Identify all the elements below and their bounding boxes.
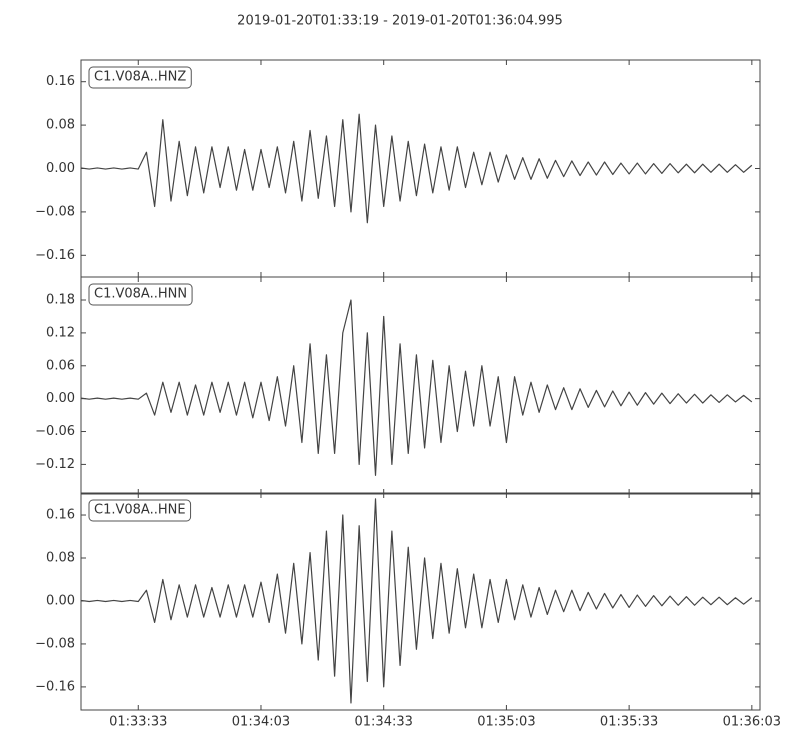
y-tick-label: 0.12 — [46, 325, 75, 340]
waveform — [81, 113, 753, 224]
y-tick-label: 0.18 — [46, 293, 75, 308]
y-tick-label: 0.16 — [46, 508, 75, 523]
trace-label: C1.V08A..HNE — [94, 503, 186, 518]
x-tick-label: 01:34:03 — [232, 715, 290, 730]
y-tick-label: −0.08 — [35, 204, 75, 219]
y-tick-label: 0.08 — [46, 550, 75, 565]
y-tick-label: −0.16 — [35, 248, 75, 263]
x-tick-label: 01:34:33 — [355, 715, 413, 730]
x-tick-label: 01:35:03 — [477, 715, 535, 730]
y-tick-label: 0.06 — [46, 358, 75, 373]
x-tick-label: 01:35:33 — [600, 715, 658, 730]
chart-title: 2019-01-20T01:33:19 - 2019-01-20T01:36:0… — [237, 14, 563, 29]
panel-frame — [80, 276, 761, 495]
y-tick-label: −0.06 — [35, 424, 75, 439]
waveform — [81, 299, 753, 476]
y-tick-label: −0.12 — [35, 457, 75, 472]
x-tick-label: 01:33:33 — [109, 715, 167, 730]
y-tick-label: 0.00 — [46, 391, 75, 406]
x-tick-label: 01:36:03 — [723, 715, 781, 730]
y-tick-label: −0.16 — [35, 679, 75, 694]
y-tick-label: 0.00 — [46, 161, 75, 176]
trace-label-box — [88, 283, 193, 306]
trace-label-box — [88, 66, 192, 89]
y-tick-label: 0.16 — [46, 74, 75, 89]
y-tick-label: 0.00 — [46, 593, 75, 608]
y-tick-label: 0.08 — [46, 118, 75, 133]
trace-label-box — [88, 499, 192, 522]
trace-label: C1.V08A..HNZ — [94, 70, 186, 85]
trace-label: C1.V08A..HNN — [94, 287, 187, 302]
y-tick-label: −0.08 — [35, 636, 75, 651]
panel-frame — [80, 492, 761, 711]
waveform — [81, 498, 753, 704]
